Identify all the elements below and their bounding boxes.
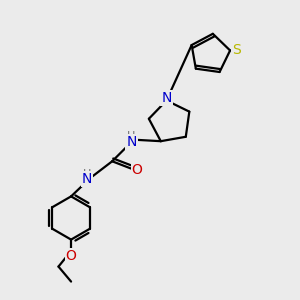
Text: H: H	[83, 169, 91, 178]
Text: S: S	[232, 44, 241, 58]
Text: H: H	[127, 131, 136, 141]
Text: N: N	[161, 91, 172, 105]
Text: O: O	[66, 249, 76, 263]
Text: O: O	[132, 163, 142, 177]
Text: N: N	[82, 172, 92, 186]
Text: N: N	[126, 135, 136, 149]
